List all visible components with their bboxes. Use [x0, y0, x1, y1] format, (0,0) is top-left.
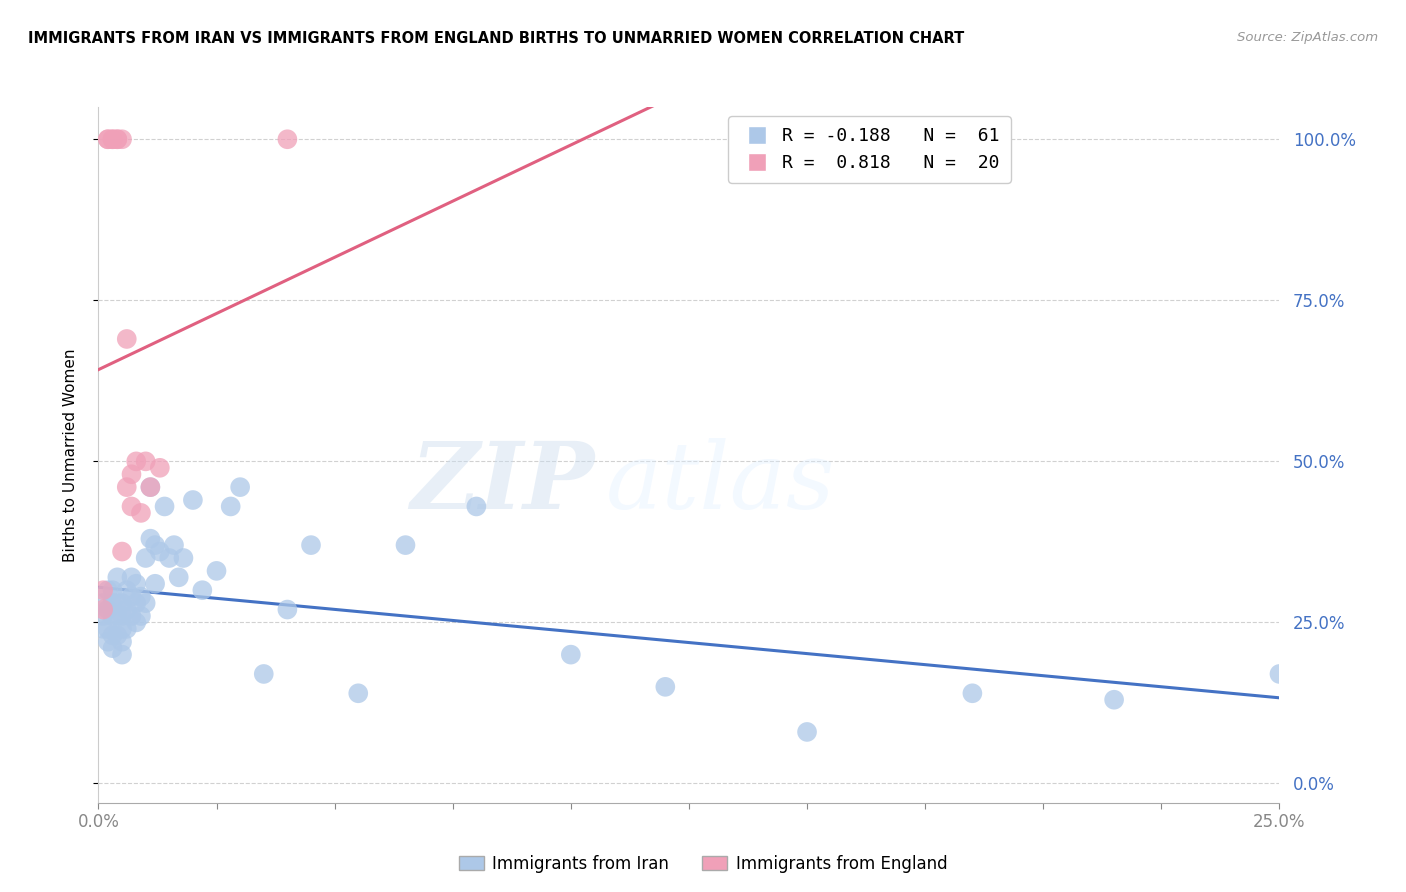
Point: [253, 667, 276, 681]
Point: [1102, 692, 1125, 706]
Point: [115, 622, 138, 636]
Point: [163, 538, 186, 552]
Point: [111, 648, 134, 662]
Point: [111, 609, 134, 624]
Point: [962, 686, 984, 700]
Point: [91, 622, 114, 636]
Point: [181, 493, 204, 508]
Point: [157, 551, 180, 566]
Legend: Immigrants from Iran, Immigrants from England: Immigrants from Iran, Immigrants from En…: [453, 848, 953, 880]
Text: IMMIGRANTS FROM IRAN VS IMMIGRANTS FROM ENGLAND BIRTHS TO UNMARRIED WOMEN CORREL: IMMIGRANTS FROM IRAN VS IMMIGRANTS FROM …: [28, 31, 965, 46]
Point: [111, 622, 134, 636]
Point: [105, 609, 128, 624]
Point: [121, 609, 143, 624]
Point: [121, 570, 143, 584]
Y-axis label: Births to Unmarried Women: Births to Unmarried Women: [63, 348, 77, 562]
Point: [796, 725, 818, 739]
Point: [135, 596, 157, 610]
Point: [97, 634, 120, 648]
Point: [394, 538, 416, 552]
Point: [172, 551, 194, 566]
Point: [101, 132, 124, 146]
Text: ZIP: ZIP: [411, 438, 595, 528]
Point: [125, 454, 148, 468]
Point: [125, 596, 148, 610]
Point: [101, 641, 124, 656]
Point: [105, 628, 128, 642]
Point: [97, 132, 120, 146]
Point: [101, 583, 124, 598]
Point: [139, 480, 162, 494]
Point: [167, 570, 190, 584]
Point: [229, 480, 252, 494]
Point: [149, 544, 172, 558]
Point: [97, 132, 120, 146]
Point: [105, 596, 128, 610]
Point: [149, 460, 172, 475]
Point: [205, 564, 228, 578]
Point: [121, 467, 143, 482]
Point: [347, 686, 370, 700]
Point: [91, 596, 114, 610]
Point: [91, 609, 114, 624]
Point: [111, 132, 134, 146]
Point: [143, 576, 166, 591]
Point: [129, 609, 152, 624]
Point: [97, 583, 120, 598]
Point: [153, 500, 176, 514]
Legend: R = -0.188   N =  61, R =  0.818   N =  20: R = -0.188 N = 61, R = 0.818 N = 20: [728, 116, 1011, 183]
Point: [91, 602, 114, 616]
Point: [135, 551, 157, 566]
Point: [101, 596, 124, 610]
Point: [105, 132, 128, 146]
Point: [139, 480, 162, 494]
Point: [111, 596, 134, 610]
Point: [129, 506, 152, 520]
Point: [97, 602, 120, 616]
Point: [115, 583, 138, 598]
Point: [276, 602, 298, 616]
Point: [139, 532, 162, 546]
Point: [105, 132, 128, 146]
Point: [115, 480, 138, 494]
Point: [191, 583, 214, 598]
Point: [125, 615, 148, 630]
Point: [129, 590, 152, 604]
Point: [101, 628, 124, 642]
Point: [654, 680, 676, 694]
Point: [143, 538, 166, 552]
Point: [219, 500, 242, 514]
Point: [115, 602, 138, 616]
Point: [111, 634, 134, 648]
Text: Source: ZipAtlas.com: Source: ZipAtlas.com: [1237, 31, 1378, 45]
Point: [121, 590, 143, 604]
Point: [299, 538, 322, 552]
Point: [125, 576, 148, 591]
Point: [276, 132, 298, 146]
Point: [1268, 667, 1291, 681]
Point: [135, 454, 157, 468]
Point: [560, 648, 582, 662]
Point: [111, 544, 134, 558]
Point: [91, 583, 114, 598]
Point: [101, 132, 124, 146]
Point: [97, 622, 120, 636]
Point: [115, 332, 138, 346]
Point: [465, 500, 488, 514]
Point: [101, 609, 124, 624]
Point: [105, 570, 128, 584]
Text: atlas: atlas: [606, 438, 835, 528]
Point: [121, 500, 143, 514]
